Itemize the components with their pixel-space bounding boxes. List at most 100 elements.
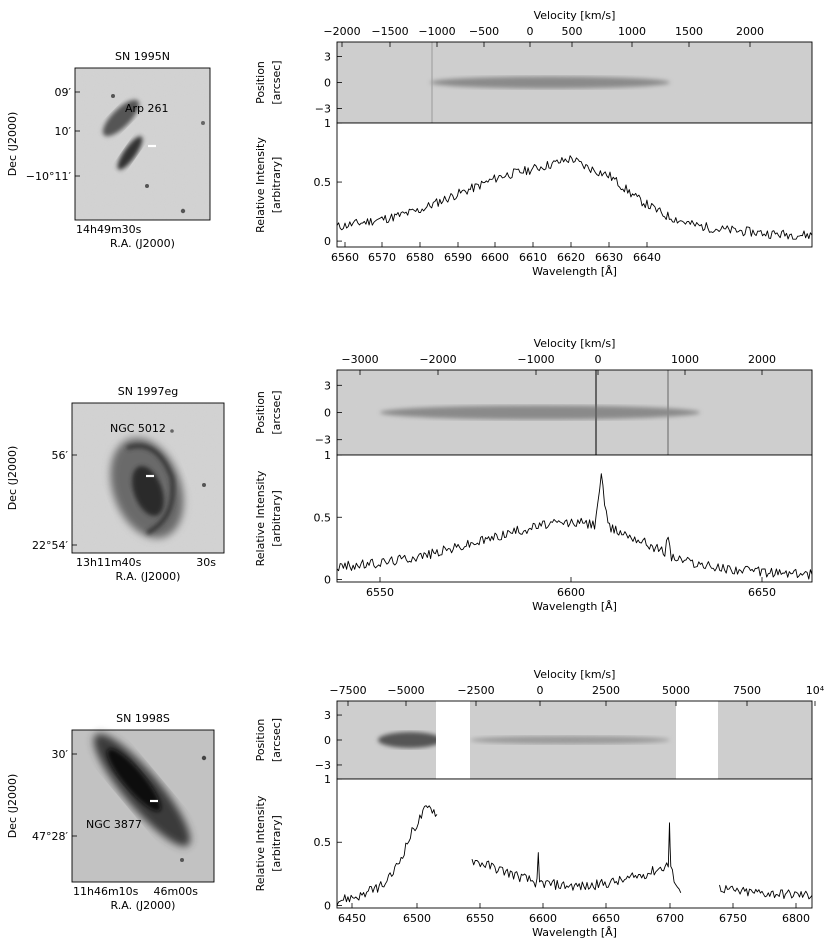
intensity-tick-label: 1 xyxy=(324,773,331,786)
galaxy-blob xyxy=(117,136,143,170)
spectrum-1d-frame xyxy=(336,454,813,583)
dec-tick-label: 10′ xyxy=(55,125,72,138)
spectrum-1d-background xyxy=(337,779,812,908)
image-noise xyxy=(75,68,210,220)
image-frame xyxy=(71,402,225,554)
position-axis-unit: [arcsec] xyxy=(270,718,283,762)
velocity-axis-label: Velocity [km/s] xyxy=(534,337,616,350)
galaxy-core xyxy=(132,466,164,516)
ra-tick-label: 13h11m40s xyxy=(76,556,142,569)
star xyxy=(201,755,207,761)
galaxy-blob xyxy=(102,99,140,137)
spiral-arm xyxy=(126,444,175,535)
position-tick-label: 3 xyxy=(324,379,331,392)
velocity-tick-label: −1000 xyxy=(517,353,554,366)
intensity-axis-unit: [arbitrary] xyxy=(270,157,283,214)
velocity-tick-label: −1000 xyxy=(418,25,455,38)
dec-tick-label: 22°54′ xyxy=(32,539,68,552)
intensity-tick-label: 0 xyxy=(324,899,331,912)
spectrum-1d xyxy=(336,778,813,909)
wavelength-tick-label: 6550 xyxy=(466,912,494,925)
galaxy-image xyxy=(71,402,225,554)
star xyxy=(180,208,186,214)
galaxy-image xyxy=(74,67,211,221)
dec-axis-label: Dec (J2000) xyxy=(6,446,19,511)
velocity-tick-label: −2000 xyxy=(323,25,360,38)
spectrum-1d-frame xyxy=(336,778,813,909)
ra-axis-label: R.A. (J2000) xyxy=(116,570,181,583)
position-tick-label: −3 xyxy=(315,102,331,115)
spectrum-1d-background xyxy=(337,123,812,247)
spectrum-2d xyxy=(336,41,813,124)
position-tick-label: 0 xyxy=(324,77,331,90)
intensity-axis-unit: [arbitrary] xyxy=(270,490,283,547)
intensity-axis-label: Relative Intensity xyxy=(254,795,267,891)
wavelength-tick-label: 6450 xyxy=(338,912,366,925)
detector-gap xyxy=(676,701,718,779)
star xyxy=(202,483,206,487)
detector-gap xyxy=(436,701,470,779)
velocity-tick-label: 2000 xyxy=(736,25,764,38)
trace-band xyxy=(380,405,700,420)
velocity-axis-label: Velocity [km/s] xyxy=(534,9,616,22)
ra-tick-label: 14h49m30s xyxy=(76,223,142,236)
spectrum-line xyxy=(336,805,438,906)
position-tick-label: 3 xyxy=(324,51,331,64)
sn-title: SN 1995N xyxy=(115,50,170,63)
position-tick-label: 3 xyxy=(324,709,331,722)
position-axis-unit: [arcsec] xyxy=(270,390,283,434)
position-axis-unit: [arcsec] xyxy=(270,60,283,104)
wavelength-tick-label: 6650 xyxy=(748,586,776,599)
dec-tick-label: −10°11′ xyxy=(26,170,72,183)
position-tick-label: 0 xyxy=(324,407,331,420)
dec-tick-label: 47°28′ xyxy=(32,830,68,843)
intensity-tick-label: 1 xyxy=(324,449,331,462)
intensity-axis-unit: [arbitrary] xyxy=(270,815,283,872)
trace-band xyxy=(470,736,670,744)
velocity-tick-label: 10⁴ xyxy=(806,684,825,697)
intensity-tick-label: 0 xyxy=(324,235,331,248)
wavelength-axis-label: Wavelength [Å] xyxy=(532,600,617,613)
velocity-tick-label: −3000 xyxy=(341,353,378,366)
dec-tick-label: 09′ xyxy=(55,86,72,99)
wavelength-tick-label: 6560 xyxy=(331,251,359,264)
velocity-tick-label: 5000 xyxy=(662,684,690,697)
wavelength-tick-label: 6550 xyxy=(366,586,394,599)
wavelength-tick-label: 6600 xyxy=(481,251,509,264)
velocity-tick-label: 0 xyxy=(527,25,534,38)
intensity-tick-label: 1 xyxy=(324,117,331,130)
galaxy-image xyxy=(71,729,215,883)
wavelength-axis-label: Wavelength [Å] xyxy=(532,265,617,278)
wavelength-axis-label: Wavelength [Å] xyxy=(532,926,617,939)
wavelength-tick-label: 6610 xyxy=(519,251,547,264)
intensity-tick-label: 0.5 xyxy=(314,176,332,189)
sn-title: SN 1997eg xyxy=(118,385,178,398)
panel-2: SN 1997eg NGC 5012 56′ 22°54′ 13h11m40s 30s R.… xyxy=(6,337,813,613)
position-axis-label: Position xyxy=(254,61,267,104)
spectrum-1d xyxy=(336,454,813,583)
intensity-axis-label: Relative Intensity xyxy=(254,470,267,566)
image-frame xyxy=(71,729,215,883)
velocity-tick-label: 1000 xyxy=(671,353,699,366)
spectrum-2d xyxy=(336,369,813,456)
intensity-axis-label: Relative Intensity xyxy=(254,137,267,233)
ra-tick-label: 46m00s xyxy=(154,885,199,898)
velocity-tick-label: 1000 xyxy=(618,25,646,38)
galaxy-name: NGC 3877 xyxy=(86,818,142,831)
spectrum-line xyxy=(471,822,682,893)
star xyxy=(145,184,149,188)
velocity-tick-label: −500 xyxy=(469,25,499,38)
galaxy-name: NGC 5012 xyxy=(110,422,166,435)
spectrum-line xyxy=(719,884,813,900)
galaxy-core xyxy=(107,748,161,812)
wavelength-tick-label: 6600 xyxy=(529,912,557,925)
velocity-tick-label: −1500 xyxy=(371,25,408,38)
wavelength-tick-label: 6630 xyxy=(595,251,623,264)
ra-tick-label: 11h46m10s xyxy=(73,885,139,898)
velocity-tick-label: 2500 xyxy=(592,684,620,697)
sn-title: SN 1998S xyxy=(116,712,170,725)
position-tick-label: −3 xyxy=(315,434,331,447)
spectrum-1d-frame xyxy=(336,122,813,248)
wavelength-tick-label: 6580 xyxy=(406,251,434,264)
